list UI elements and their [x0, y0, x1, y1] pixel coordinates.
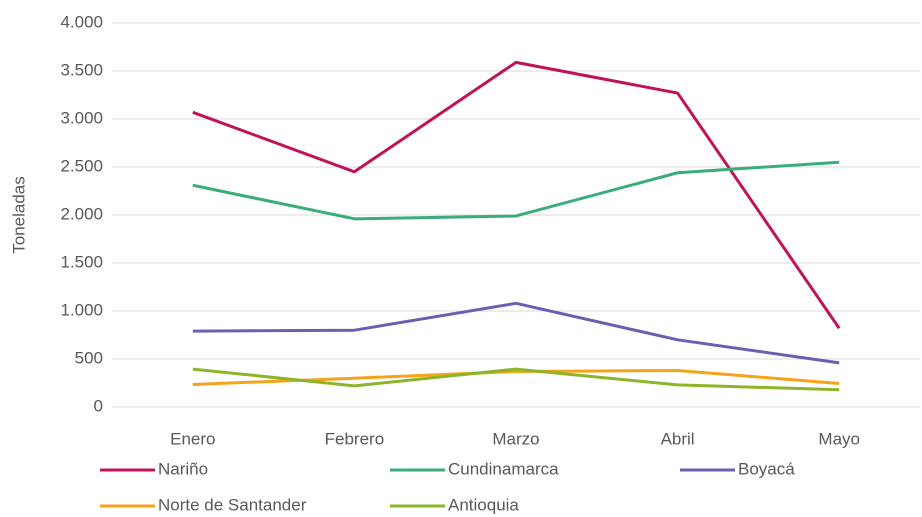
y-tick-label: 3.000	[60, 108, 103, 127]
y-tick-label: 2.000	[60, 204, 103, 223]
y-tick-label: 3.500	[60, 60, 103, 79]
y-tick-label: 500	[75, 348, 103, 367]
legend-label: Nariño	[158, 459, 208, 478]
legend-label: Boyacá	[738, 459, 795, 478]
series-line	[192, 367, 840, 392]
legend-label: Cundinamarca	[448, 459, 559, 478]
x-tick-label: Mayo	[818, 429, 860, 448]
series-line	[192, 301, 840, 365]
x-tick-label: Marzo	[492, 429, 539, 448]
y-tick-label: 0	[94, 396, 103, 415]
y-axis-label: Toneladas	[9, 176, 28, 254]
x-tick-label: Abril	[661, 429, 695, 448]
x-tick-label: Febrero	[325, 429, 385, 448]
legend-label: Antioquia	[448, 495, 519, 514]
x-tick-label: Enero	[170, 429, 215, 448]
y-tick-label: 4.000	[60, 12, 103, 31]
legend-label: Norte de Santander	[158, 495, 307, 514]
series-line	[192, 160, 840, 221]
y-tick-label: 1.000	[60, 300, 103, 319]
y-tick-label: 1.500	[60, 252, 103, 271]
series-line	[192, 369, 840, 386]
y-tick-label: 2.500	[60, 156, 103, 175]
series-line	[192, 60, 841, 330]
